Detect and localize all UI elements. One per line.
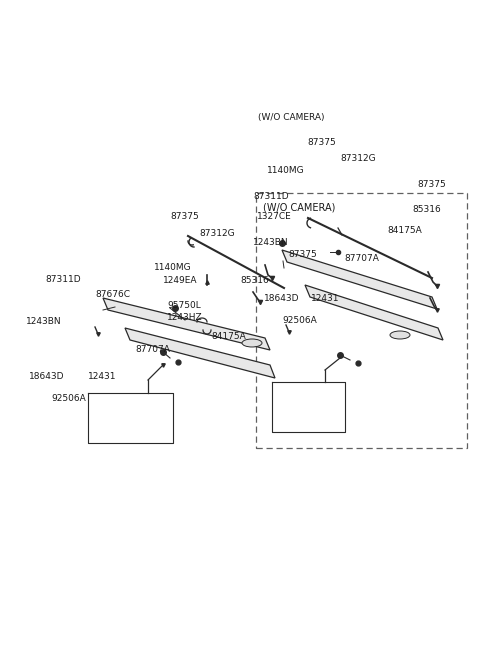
Text: 87375: 87375	[418, 180, 446, 189]
Text: 87312G: 87312G	[341, 154, 376, 163]
Text: 1140MG: 1140MG	[267, 166, 305, 175]
Text: 95750L: 95750L	[167, 301, 201, 310]
Text: 87676C: 87676C	[95, 290, 130, 299]
Text: 84175A: 84175A	[388, 226, 422, 235]
Text: 87375: 87375	[307, 138, 336, 147]
Polygon shape	[125, 328, 275, 378]
Text: 92506A: 92506A	[52, 394, 86, 403]
Text: 1243HZ: 1243HZ	[167, 312, 203, 322]
Text: 1243BN: 1243BN	[253, 238, 288, 247]
Text: 85316: 85316	[240, 276, 269, 285]
Text: 87375: 87375	[170, 212, 199, 221]
Text: 12431: 12431	[88, 372, 116, 381]
Text: 92506A: 92506A	[282, 316, 317, 326]
Text: 87707A: 87707A	[345, 254, 380, 263]
Text: 12431: 12431	[311, 293, 339, 303]
Ellipse shape	[390, 331, 410, 339]
Text: 18643D: 18643D	[264, 293, 300, 303]
Text: 1243BN: 1243BN	[26, 317, 62, 326]
Text: 87707A: 87707A	[136, 345, 171, 354]
Polygon shape	[282, 250, 437, 309]
Ellipse shape	[242, 339, 262, 347]
Text: (W/O CAMERA): (W/O CAMERA)	[258, 113, 325, 122]
Text: 18643D: 18643D	[29, 372, 64, 381]
Text: 1327CE: 1327CE	[257, 212, 291, 221]
Text: 87311D: 87311D	[46, 274, 81, 284]
Polygon shape	[103, 298, 270, 350]
Text: 87311D: 87311D	[253, 192, 288, 201]
Polygon shape	[305, 285, 443, 340]
Text: 84175A: 84175A	[211, 331, 246, 341]
Text: 87375: 87375	[288, 250, 317, 259]
Text: (W/O CAMERA): (W/O CAMERA)	[263, 203, 336, 213]
Text: 85316: 85316	[413, 205, 442, 214]
Text: 87312G: 87312G	[199, 229, 235, 238]
Text: 1249EA: 1249EA	[163, 276, 198, 285]
Text: 1140MG: 1140MG	[154, 263, 191, 272]
